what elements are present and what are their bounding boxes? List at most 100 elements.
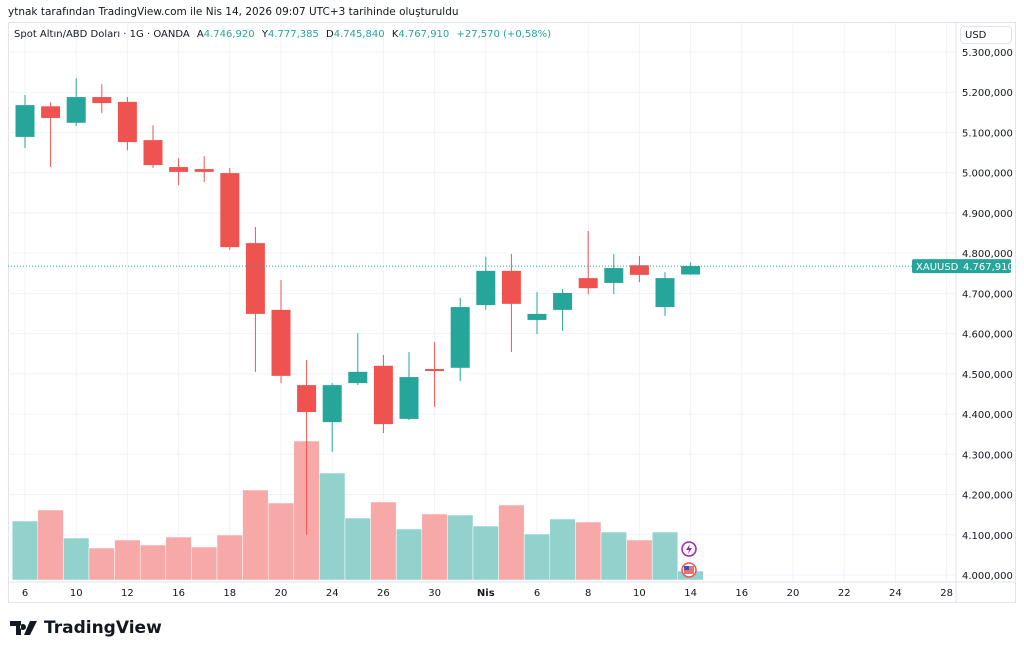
- x-tick-label: Nis: [477, 588, 495, 599]
- symbol-title[interactable]: Spot Altın/ABD Doları · 1G · OANDA: [14, 29, 190, 40]
- open-value: 4.746,920: [203, 29, 255, 40]
- y-tick-label: 4.600,000: [962, 330, 1013, 341]
- candle-body: [629, 265, 649, 275]
- tv-logo-icon: [10, 621, 37, 635]
- y-tick-label: 4.500,000: [962, 370, 1013, 381]
- y-tick-label: 5.100,000: [962, 128, 1013, 139]
- price-tag: [912, 259, 1011, 274]
- candle-body: [245, 243, 265, 314]
- open-label: A: [196, 29, 204, 40]
- x-tick-label: 20: [275, 588, 288, 599]
- volume-bar: [472, 525, 499, 581]
- y-tick-label: 4.400,000: [962, 410, 1013, 421]
- y-tick-label: 4.800,000: [962, 249, 1013, 260]
- candle-body: [450, 307, 470, 368]
- candle-body: [66, 97, 86, 123]
- volume-bar: [63, 537, 90, 581]
- y-tick-label: 4.000,000: [962, 571, 1013, 582]
- candle-body: [527, 313, 547, 320]
- volume-bar: [651, 531, 679, 581]
- x-tick-label: 24: [889, 588, 902, 599]
- y-tick-label: 4.200,000: [962, 491, 1013, 502]
- volume-bar: [88, 547, 115, 581]
- volume-bar: [447, 514, 474, 581]
- price-tag-symbol: XAUUSD: [916, 262, 959, 273]
- x-tick-label: 30: [428, 588, 441, 599]
- candle-body: [476, 270, 496, 306]
- candle-body: [297, 385, 317, 413]
- chart-caption: ytnak tarafından TradingView.com ile Nis…: [8, 6, 459, 18]
- volume-bar: [575, 521, 602, 581]
- candle-body: [169, 167, 189, 172]
- tradingview-logo[interactable]: TradingView: [10, 618, 162, 638]
- x-tick-label: 22: [838, 588, 851, 599]
- candle-body: [194, 169, 214, 172]
- volume-bar: [549, 518, 576, 581]
- currency-button[interactable]: USD: [960, 26, 1012, 44]
- volume-bar: [191, 546, 218, 581]
- y-tick-label: 4.900,000: [962, 209, 1013, 220]
- lightning-icon: [686, 544, 692, 554]
- logo-text: TradingView: [44, 618, 162, 638]
- volume-bar: [319, 472, 346, 581]
- price-chart[interactable]: 4.000,000 4.100,000 4.200,000 4.300,000 4.40…: [0, 0, 1024, 610]
- candle-body: [271, 309, 291, 376]
- x-tick-label: 14: [684, 588, 697, 599]
- x-tick-label: 20: [787, 588, 800, 599]
- x-tick-label: 12: [121, 588, 134, 599]
- x-tick-label: 18: [223, 588, 236, 599]
- x-tick-label: 8: [585, 588, 591, 599]
- volume-bar: [523, 533, 551, 581]
- y-tick-label: 4.100,000: [962, 531, 1013, 542]
- volume-bar: [498, 504, 525, 581]
- volume-bar: [114, 539, 141, 581]
- volume-bar: [626, 539, 653, 581]
- candle-body: [399, 377, 419, 419]
- volume-bar: [421, 513, 448, 581]
- candle-body: [655, 278, 675, 308]
- x-tick-label: 6: [534, 588, 540, 599]
- candle-body: [578, 278, 598, 289]
- y-tick-label: 5.000,000: [962, 169, 1013, 180]
- x-tick-label: 10: [633, 588, 646, 599]
- high-value: 4.777,385: [267, 29, 319, 40]
- volume-bar: [395, 528, 423, 581]
- x-tick-label: 26: [377, 588, 390, 599]
- close-label: K: [391, 29, 399, 40]
- y-tick-label: 5.200,000: [962, 88, 1013, 99]
- candle-body: [322, 385, 342, 423]
- volume-bar: [600, 531, 627, 581]
- low-value: 4.745,840: [333, 29, 385, 40]
- y-tick-label: 5.300,000: [962, 48, 1013, 59]
- candle-body: [553, 292, 573, 310]
- volume-bar: [165, 536, 192, 581]
- volume-bar: [11, 520, 39, 581]
- candle-body: [143, 140, 163, 166]
- change-value: +27,570 (+0,58%): [456, 29, 551, 40]
- candle-body: [220, 173, 240, 248]
- x-tick-label: 16: [172, 588, 185, 599]
- volume-bar: [37, 509, 64, 581]
- x-tick-label: 16: [735, 588, 748, 599]
- y-tick-label: 4.700,000: [962, 289, 1013, 300]
- x-tick-label: 6: [22, 588, 28, 599]
- us-flag-canton: [684, 566, 689, 570]
- candle-body: [15, 105, 35, 137]
- chart-frame: [8, 22, 1016, 603]
- candle-body: [41, 106, 61, 118]
- low-label: D: [326, 29, 334, 40]
- candle-body: [681, 266, 701, 275]
- volume-bar: [370, 501, 397, 581]
- candle-body: [373, 365, 393, 425]
- candle-body: [604, 268, 624, 283]
- y-tick-label: 4.300,000: [962, 450, 1013, 461]
- candle-body: [92, 97, 112, 104]
- volume-bar: [344, 517, 371, 581]
- volume-bar: [267, 502, 295, 581]
- close-value: 4.767,910: [398, 29, 450, 40]
- x-tick-label: 10: [70, 588, 83, 599]
- volume-bar: [139, 544, 167, 581]
- price-tag-value: 4.767,910: [963, 262, 1014, 273]
- ohlc-legend: Spot Altın/ABD Doları · 1G · OANDA A4.74…: [14, 29, 555, 40]
- x-tick-label: 28: [940, 588, 953, 599]
